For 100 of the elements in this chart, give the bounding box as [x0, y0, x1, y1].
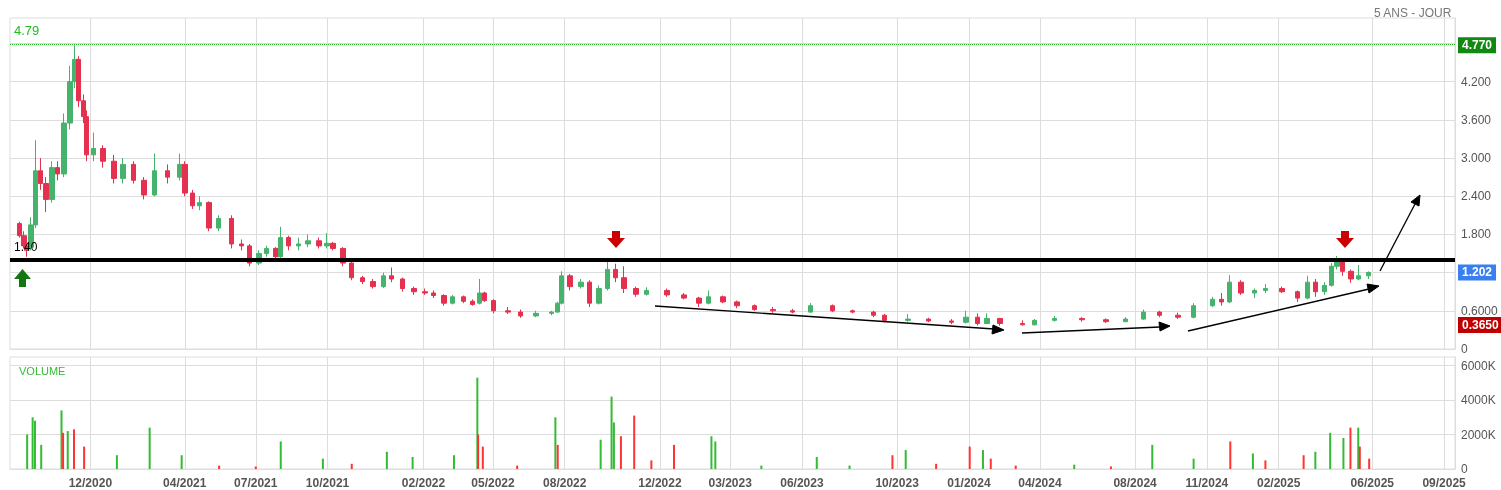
x-tick-label: 04/2024 — [1018, 476, 1062, 490]
candlestick — [1252, 288, 1257, 299]
candlestick — [1227, 274, 1232, 304]
candlestick — [1157, 310, 1162, 318]
bar — [1368, 458, 1371, 469]
y-tick-label: 6000K — [1461, 358, 1496, 373]
x-tick-label: 07/2021 — [234, 476, 278, 490]
candlestick — [278, 226, 283, 259]
candlestick — [477, 278, 482, 305]
bar — [989, 458, 992, 469]
candlestick — [587, 279, 592, 308]
candlestick — [644, 286, 649, 297]
bar — [1251, 453, 1254, 469]
bar — [115, 455, 118, 469]
bar — [477, 434, 480, 469]
y-tick-label: 4.200 — [1461, 74, 1492, 89]
y-tick-label: 1.800 — [1461, 227, 1492, 242]
candlestick — [152, 153, 157, 197]
candlestick — [1219, 292, 1224, 307]
bar — [672, 444, 675, 469]
candlestick — [997, 317, 1003, 327]
x-tick-label: 06/2023 — [780, 476, 824, 490]
candlestick — [567, 273, 573, 291]
x-tick-label: 01/2024 — [947, 476, 991, 490]
bar — [321, 458, 324, 469]
bar — [619, 436, 622, 469]
candlestick — [1032, 318, 1037, 326]
x-tick-label: 12/2020 — [68, 476, 113, 490]
candlestick — [621, 265, 627, 294]
candlestick — [578, 278, 584, 290]
candlestick — [963, 310, 969, 325]
candlestick — [1141, 309, 1146, 321]
candlestick — [926, 317, 931, 323]
candlestick — [505, 306, 511, 315]
bar — [40, 444, 43, 469]
candlestick — [229, 214, 234, 249]
bar — [554, 417, 557, 469]
candlestick — [1279, 286, 1285, 294]
bar — [481, 446, 484, 469]
bar — [1342, 437, 1345, 469]
bar — [72, 429, 75, 469]
x-tick-label: 05/2022 — [471, 476, 515, 490]
candlestick — [450, 294, 455, 305]
candlestick — [850, 309, 855, 314]
x-tick-label: 11/2024 — [1185, 476, 1229, 490]
candlestick — [491, 298, 496, 314]
candlestick — [190, 189, 195, 210]
candlestick — [141, 176, 147, 200]
candlestick — [330, 241, 336, 251]
candlestick — [975, 312, 980, 326]
bar — [26, 434, 29, 469]
candlestick — [111, 154, 117, 184]
candlestick — [216, 214, 221, 232]
candlestick — [1313, 278, 1318, 298]
bar — [148, 427, 151, 469]
candlestick — [389, 267, 394, 283]
candlestick — [120, 157, 126, 184]
bar — [1349, 427, 1352, 469]
y-tick-label: 3.000 — [1461, 151, 1492, 166]
candlestick — [882, 313, 887, 323]
bar — [904, 450, 907, 469]
candlestick — [1238, 279, 1244, 296]
candlestick — [1348, 268, 1354, 284]
candlestick — [264, 245, 269, 258]
candlestick — [381, 272, 386, 289]
bar — [1302, 455, 1305, 469]
x-tick-label: 02/2025 — [1256, 476, 1301, 490]
bar — [1151, 444, 1154, 469]
candlestick — [165, 163, 170, 184]
candlestick — [49, 160, 55, 204]
candlestick — [984, 312, 990, 325]
bar — [633, 415, 636, 469]
candlestick — [296, 237, 301, 251]
x-tick-label: 08/2022 — [543, 476, 587, 490]
candlestick — [1295, 289, 1300, 303]
candlestick — [324, 232, 330, 249]
bar — [180, 455, 183, 469]
candlestick — [182, 160, 188, 197]
y-tick-label: 3.600 — [1461, 112, 1492, 127]
candlestick — [790, 308, 795, 314]
candlestick — [1175, 312, 1181, 320]
bar — [66, 431, 69, 469]
bar — [33, 420, 36, 469]
candlestick — [197, 195, 202, 211]
ref-line-label: 4.79 — [14, 23, 40, 39]
candlestick — [400, 277, 405, 293]
x-tick-label: 02/2022 — [401, 476, 446, 490]
x-tick-label: 03/2023 — [708, 476, 753, 490]
candlestick — [734, 300, 740, 309]
candlestick — [316, 237, 322, 249]
bar — [83, 446, 86, 469]
x-tick-label: 04/2021 — [163, 476, 207, 490]
candlestick — [720, 295, 726, 304]
candlestick — [431, 289, 436, 299]
candlestick — [1322, 281, 1327, 296]
candlestick — [706, 289, 711, 305]
x-tick-label: 09/2025 — [1422, 476, 1467, 490]
candlestick — [1123, 316, 1128, 323]
candlestick — [1191, 302, 1196, 319]
candlestick — [681, 292, 687, 300]
